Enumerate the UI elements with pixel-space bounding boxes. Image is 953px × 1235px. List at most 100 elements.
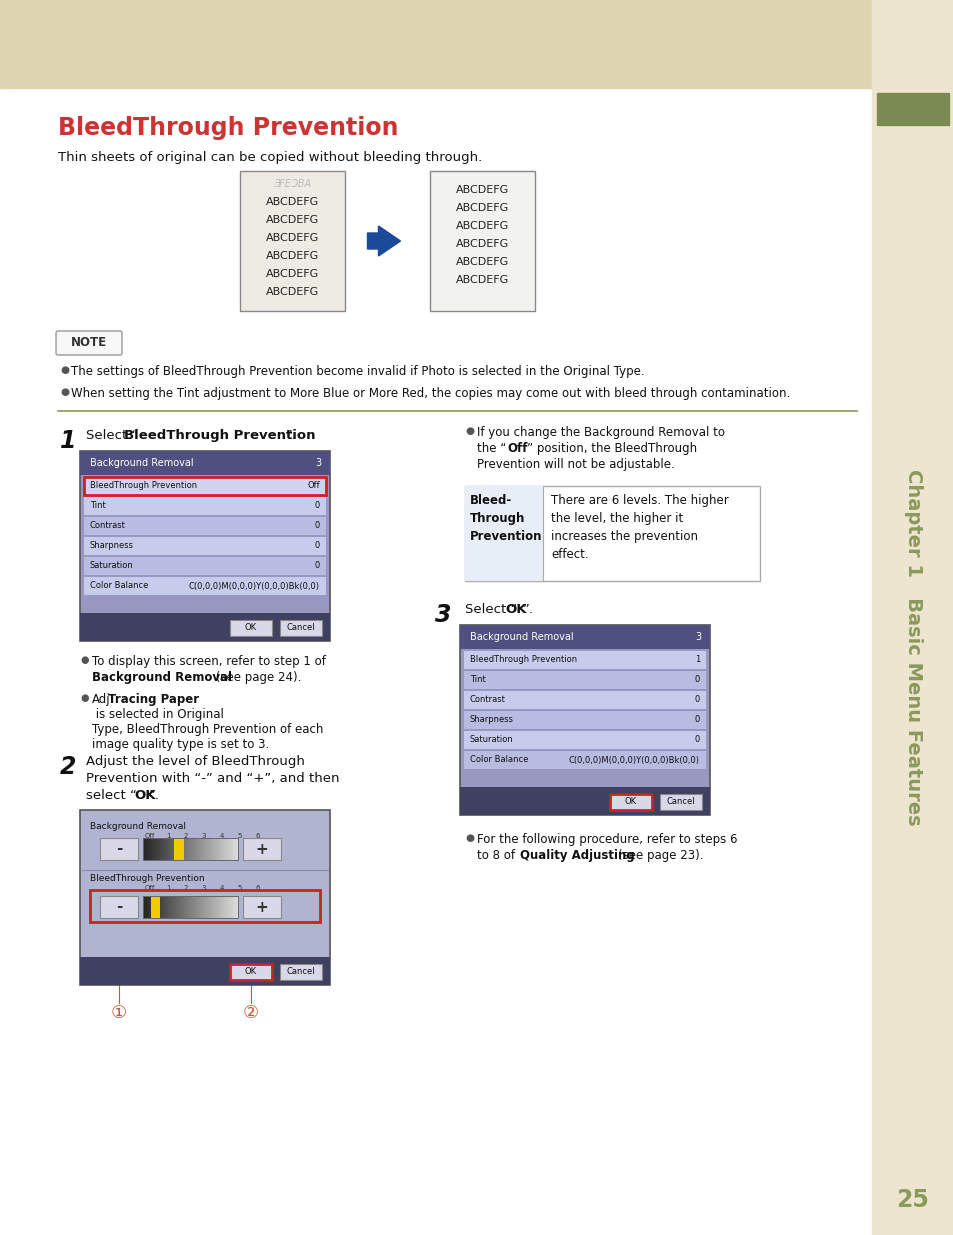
Bar — [84, 477, 326, 495]
Text: Adj: Adj — [91, 693, 111, 706]
Text: ●: ● — [80, 655, 89, 664]
Bar — [463, 671, 705, 689]
Text: ”.: ”. — [286, 429, 296, 442]
Text: 0: 0 — [694, 676, 700, 684]
Text: ”.: ”. — [149, 789, 160, 802]
Text: +: + — [255, 841, 268, 857]
Text: the “: the “ — [476, 442, 506, 454]
Bar — [459, 787, 709, 815]
Text: NOTE: NOTE — [71, 336, 107, 350]
Text: Saturation: Saturation — [470, 736, 514, 745]
Text: to 8 of: to 8 of — [476, 848, 518, 862]
Bar — [463, 731, 705, 748]
Text: Adjust the level of BleedThrough: Adjust the level of BleedThrough — [86, 755, 305, 768]
Text: ” position, the BleedThrough: ” position, the BleedThrough — [526, 442, 697, 454]
Bar — [80, 451, 330, 641]
Text: Background Removal: Background Removal — [91, 671, 232, 684]
Text: ●: ● — [464, 426, 474, 436]
Bar — [143, 839, 237, 860]
Text: select “: select “ — [86, 789, 136, 802]
Bar — [230, 620, 272, 636]
Text: 0: 0 — [314, 521, 319, 531]
Bar — [464, 487, 542, 580]
Text: 3: 3 — [694, 632, 700, 642]
FancyArrow shape — [367, 226, 400, 256]
FancyBboxPatch shape — [56, 331, 122, 354]
Bar — [243, 839, 281, 860]
Bar — [243, 897, 281, 918]
Text: Sharpness: Sharpness — [470, 715, 514, 725]
Text: Contrast: Contrast — [470, 695, 505, 704]
Text: 2: 2 — [184, 832, 188, 839]
Text: C(0,0,0)M(0,0,0)Y(0,0,0)Bk(0,0): C(0,0,0)M(0,0,0)Y(0,0,0)Bk(0,0) — [568, 756, 700, 764]
Text: 1: 1 — [166, 885, 170, 890]
Text: OK: OK — [624, 798, 637, 806]
Text: 2: 2 — [184, 885, 188, 890]
Bar — [463, 751, 705, 769]
Bar — [871, 0, 953, 1235]
Text: ABCDEFG: ABCDEFG — [266, 287, 319, 296]
Text: ●: ● — [60, 387, 69, 396]
Bar — [84, 537, 326, 555]
Bar — [84, 577, 326, 595]
Text: Off: Off — [307, 482, 319, 490]
Text: 3: 3 — [314, 458, 321, 468]
Text: 5: 5 — [237, 885, 242, 890]
Text: 0: 0 — [314, 541, 319, 551]
Text: ABCDEFG: ABCDEFG — [456, 203, 509, 212]
Bar — [100, 897, 138, 918]
Text: +: + — [255, 899, 268, 914]
Text: Quality Adjusting: Quality Adjusting — [519, 848, 639, 862]
Text: Background Removal: Background Removal — [90, 823, 186, 831]
Text: ●: ● — [80, 693, 89, 703]
Text: ”.: ”. — [522, 603, 534, 616]
Text: C(0,0,0)M(0,0,0)Y(0,0,0)Bk(0,0): C(0,0,0)M(0,0,0)Y(0,0,0)Bk(0,0) — [189, 582, 319, 590]
Text: Cancel: Cancel — [287, 967, 315, 977]
Text: 0: 0 — [694, 736, 700, 745]
Text: OK: OK — [133, 789, 155, 802]
Bar — [173, 839, 184, 860]
Text: 6: 6 — [255, 832, 260, 839]
Bar — [430, 170, 535, 311]
Bar — [84, 477, 326, 495]
Text: BleedThrough Prevention: BleedThrough Prevention — [124, 429, 315, 442]
Text: is selected in Original
Type, BleedThrough Prevention of each
image quality type: is selected in Original Type, BleedThrou… — [91, 708, 323, 751]
Text: OK: OK — [245, 624, 256, 632]
Bar — [80, 810, 330, 986]
Text: Off: Off — [506, 442, 527, 454]
Text: ①: ① — [111, 1004, 127, 1023]
Text: Chapter 1   Basic Menu Features: Chapter 1 Basic Menu Features — [903, 469, 923, 826]
Text: 2: 2 — [60, 755, 76, 779]
Text: ABCDEFG: ABCDEFG — [456, 221, 509, 231]
Text: There are 6 levels. The higher
the level, the higher it
increases the prevention: There are 6 levels. The higher the level… — [551, 494, 728, 561]
Text: -: - — [115, 841, 122, 857]
Text: Contrast: Contrast — [90, 521, 126, 531]
Text: ABCDEFG: ABCDEFG — [266, 215, 319, 225]
Text: 3: 3 — [435, 603, 451, 627]
Bar — [80, 451, 330, 475]
Text: OK: OK — [504, 603, 526, 616]
Bar — [463, 651, 705, 669]
Text: Off: Off — [145, 885, 155, 890]
Text: 4: 4 — [219, 832, 224, 839]
Text: Background Removal: Background Removal — [470, 632, 573, 642]
Text: ABCDEFG: ABCDEFG — [456, 257, 509, 267]
Text: 0: 0 — [694, 715, 700, 725]
Text: The settings of BleedThrough Prevention become invalid if Photo is selected in t: The settings of BleedThrough Prevention … — [71, 366, 644, 378]
Bar — [100, 839, 138, 860]
Text: If you change the Background Removal to: If you change the Background Removal to — [476, 426, 724, 438]
Bar — [280, 620, 322, 636]
Text: ABCDEFG: ABCDEFG — [266, 233, 319, 243]
Text: 1: 1 — [694, 656, 700, 664]
Text: BleedThrough Prevention: BleedThrough Prevention — [470, 656, 577, 664]
Text: 3: 3 — [201, 832, 206, 839]
Text: Color Balance: Color Balance — [470, 756, 528, 764]
Bar — [876, 93, 948, 125]
Text: Cancel: Cancel — [666, 798, 695, 806]
Text: 0: 0 — [314, 501, 319, 510]
Text: 1: 1 — [60, 429, 76, 453]
Text: ABCDEFG: ABCDEFG — [266, 269, 319, 279]
Text: Sharpness: Sharpness — [90, 541, 133, 551]
Text: Tint: Tint — [90, 501, 106, 510]
Text: ABCDEFG: ABCDEFG — [266, 198, 319, 207]
